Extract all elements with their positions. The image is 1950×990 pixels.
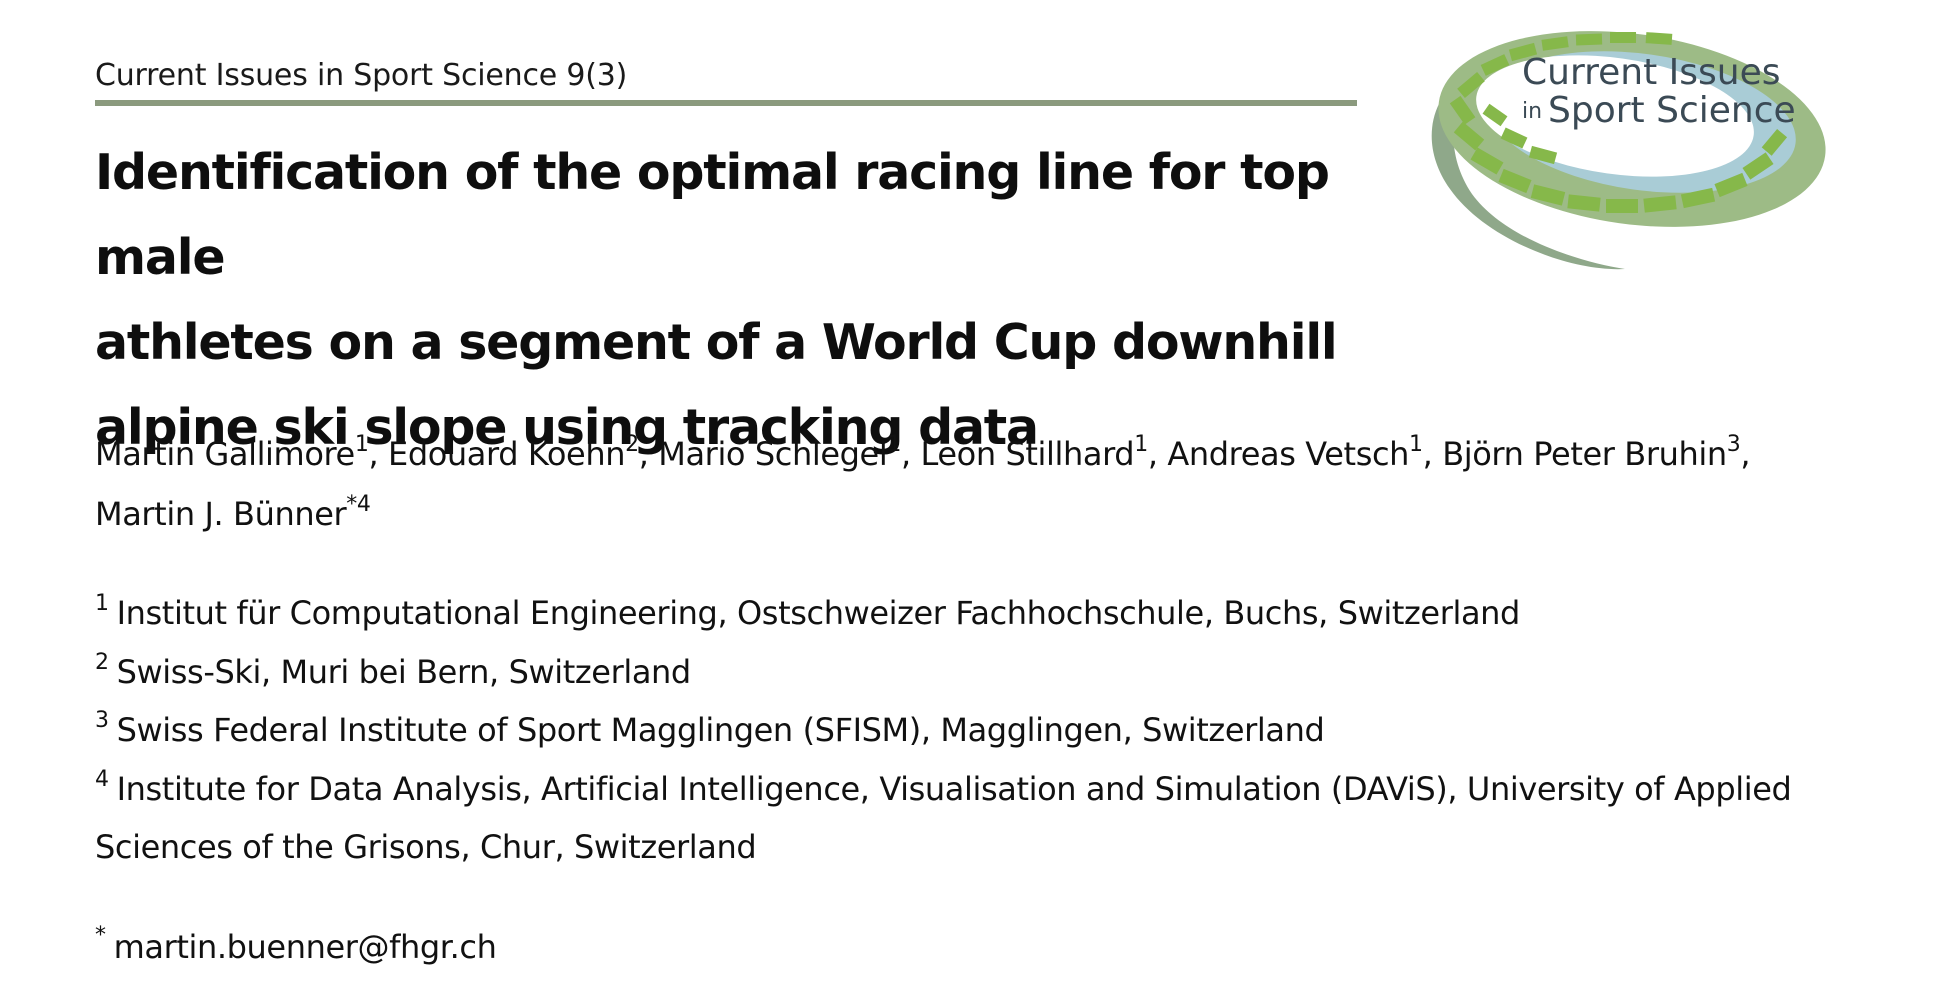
affiliation: 1 Institut für Computational Engineering,…	[95, 591, 1520, 632]
author: Martin J. Bünner*4	[95, 492, 371, 533]
logo-inner-white	[1476, 55, 1754, 177]
title-line-1: Identification of the optimal racing lin…	[95, 144, 1330, 286]
header-divider	[95, 100, 1357, 106]
corresponding-email: * martin.buenner@fhgr.ch	[95, 918, 497, 976]
affiliation: 2 Swiss-Ski, Muri bei Bern, Switzerland	[95, 649, 691, 691]
author: Martin Gallimore1,	[95, 432, 388, 473]
author-list: Martin Gallimore1, Edouard Koehn2, Mario…	[95, 424, 1775, 544]
title-line-2: athletes on a segment of a World Cup dow…	[95, 314, 1338, 371]
logo-seat-blocks	[1449, 32, 1788, 213]
stadium-ring-icon	[1431, 31, 1826, 270]
logo-line2-small: in	[1522, 99, 1542, 124]
email-address[interactable]: martin.buenner@fhgr.ch	[113, 928, 497, 966]
corresponding-mark: *	[95, 923, 106, 949]
paper-title: Identification of the optimal racing lin…	[95, 130, 1385, 470]
author: Leon Stillhard1,	[920, 432, 1168, 473]
author: Andreas Vetsch1,	[1167, 432, 1443, 473]
logo-line2: Sport Science	[1548, 90, 1796, 131]
affiliation: 4 Institute for Data Analysis, Artificial…	[95, 766, 1792, 866]
affiliation-list: 1 Institut für Computational Engineering,…	[95, 584, 1835, 877]
logo-line1: Current Issues	[1522, 52, 1781, 93]
journal-logo: Current Issues in Sport Science	[1431, 31, 1826, 270]
title-line-3: alpine ski slope using tracking data	[95, 399, 1039, 456]
author: Mario Schlegel1,	[658, 432, 921, 473]
affiliation: 3 Swiss Federal Institute of Sport Maggli…	[95, 708, 1325, 749]
author: Edouard Koehn2,	[388, 432, 659, 473]
journal-citation: Current Issues in Sport Science 9(3)	[95, 58, 628, 93]
author: Björn Peter Bruhin3,	[1442, 432, 1751, 473]
